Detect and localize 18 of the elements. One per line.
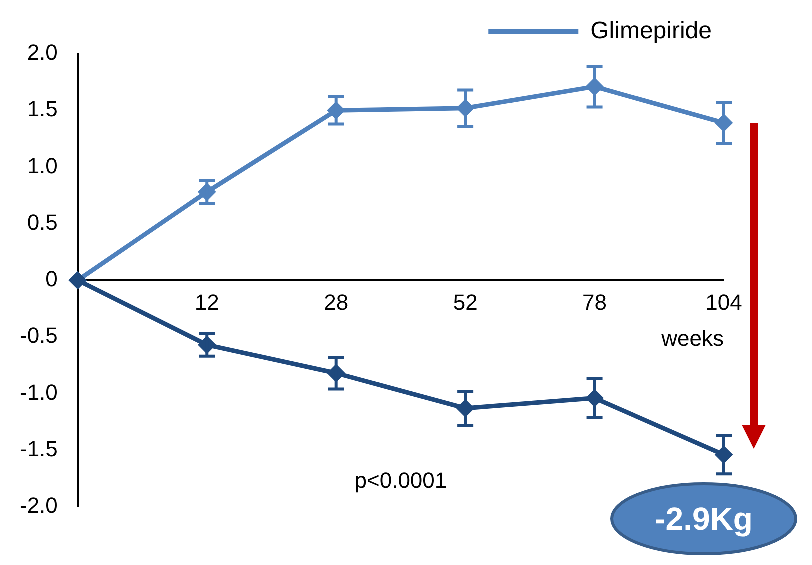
annotation: p<0.0001 xyxy=(354,468,448,494)
y-tick-label: 0.5 xyxy=(27,210,58,235)
x-tick-label: 52 xyxy=(453,290,478,315)
legend-label: Glimepiride xyxy=(590,18,712,45)
y-tick-label: 2.0 xyxy=(27,40,58,66)
y-tick-label: -0.5 xyxy=(20,323,58,348)
y-tick-label: -1.5 xyxy=(20,436,58,462)
x-tick-label: 104 xyxy=(706,290,742,315)
x-tick-label: 78 xyxy=(582,290,608,315)
annotation: -2.9Kg xyxy=(655,500,753,537)
x-axis-title: weeks xyxy=(660,326,724,352)
y-tick-label: 0 xyxy=(46,266,58,292)
x-tick-label: 12 xyxy=(194,290,220,315)
y-tick-label: -1.0 xyxy=(20,380,58,405)
x-tick-label: 28 xyxy=(324,290,349,315)
y-tick-label: 1.5 xyxy=(27,96,58,122)
y-tick-label: -2.0 xyxy=(20,493,58,518)
y-tick-label: 1.0 xyxy=(27,153,58,178)
